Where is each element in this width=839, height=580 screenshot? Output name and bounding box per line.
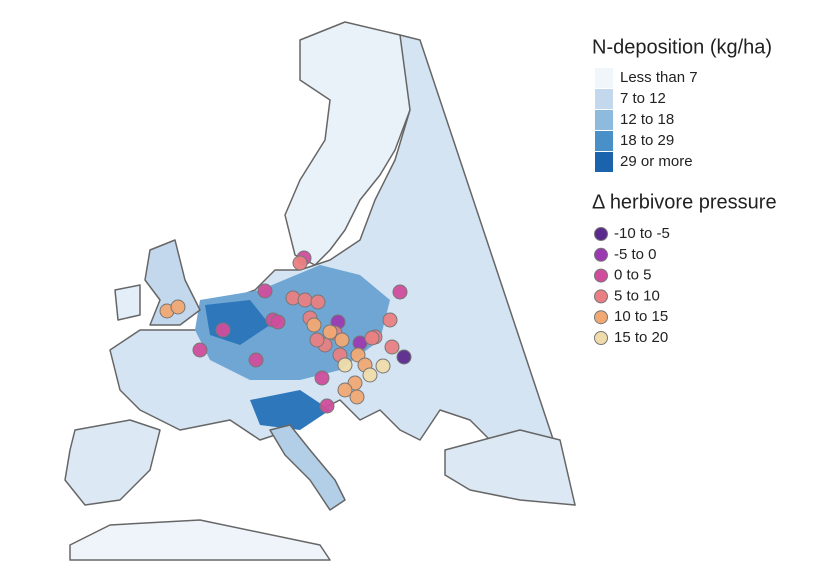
site <box>310 294 326 310</box>
legend-symbol <box>594 227 608 241</box>
legend-symbol <box>594 289 608 304</box>
land <box>69 519 331 561</box>
legend-label: -10 to -5 <box>614 225 670 242</box>
site <box>375 358 391 374</box>
site <box>319 398 335 414</box>
land <box>444 429 576 506</box>
land <box>114 284 141 321</box>
site <box>292 255 308 271</box>
site <box>192 342 208 358</box>
legend-label: 18 to 29 <box>620 132 674 149</box>
legend-label: -5 to 0 <box>614 246 657 263</box>
site <box>257 283 273 299</box>
legend-symbol <box>594 310 608 325</box>
legend-symbol <box>594 268 608 283</box>
land <box>269 424 346 511</box>
site <box>337 357 353 373</box>
region <box>250 390 330 430</box>
legend-label: 5 to 10 <box>614 287 660 304</box>
site <box>384 339 400 355</box>
site <box>334 332 350 348</box>
legend-title: Δ herbivore pressure <box>592 191 777 213</box>
legend-swatch <box>595 131 613 151</box>
legend-label: 7 to 12 <box>620 90 666 107</box>
legend-label: 29 or more <box>620 153 693 170</box>
legend-label: 10 to 15 <box>614 308 668 325</box>
site <box>314 370 330 386</box>
site <box>349 389 365 405</box>
site <box>309 332 325 348</box>
site <box>382 312 398 328</box>
legend-symbol <box>594 247 608 262</box>
legend-swatch <box>595 68 613 88</box>
site <box>170 299 186 315</box>
site <box>248 352 264 368</box>
site <box>215 322 231 338</box>
site <box>270 314 286 330</box>
site <box>306 317 322 333</box>
legend-symbol <box>594 331 608 345</box>
site <box>364 330 380 346</box>
land <box>144 239 201 326</box>
legend-label: 12 to 18 <box>620 111 674 128</box>
legend-swatch <box>595 152 613 172</box>
site <box>337 382 353 398</box>
land <box>109 34 576 506</box>
legend-swatch <box>595 89 613 109</box>
site <box>297 292 313 308</box>
legend-label: 15 to 20 <box>614 329 668 346</box>
legend: Less than 7 7 to 12 12 to 18 18 to 29 29 or … <box>594 68 698 346</box>
land <box>64 419 161 506</box>
site <box>396 349 412 365</box>
site <box>322 324 338 340</box>
legend-label: Less than 7 <box>620 69 698 86</box>
legend-title: N-deposition (kg/ha) <box>592 36 772 58</box>
map-land <box>64 21 576 561</box>
sites <box>159 250 412 414</box>
site <box>362 367 378 383</box>
legend-swatch <box>595 110 613 130</box>
site <box>392 284 408 300</box>
legend-label: 0 to 5 <box>614 267 652 284</box>
